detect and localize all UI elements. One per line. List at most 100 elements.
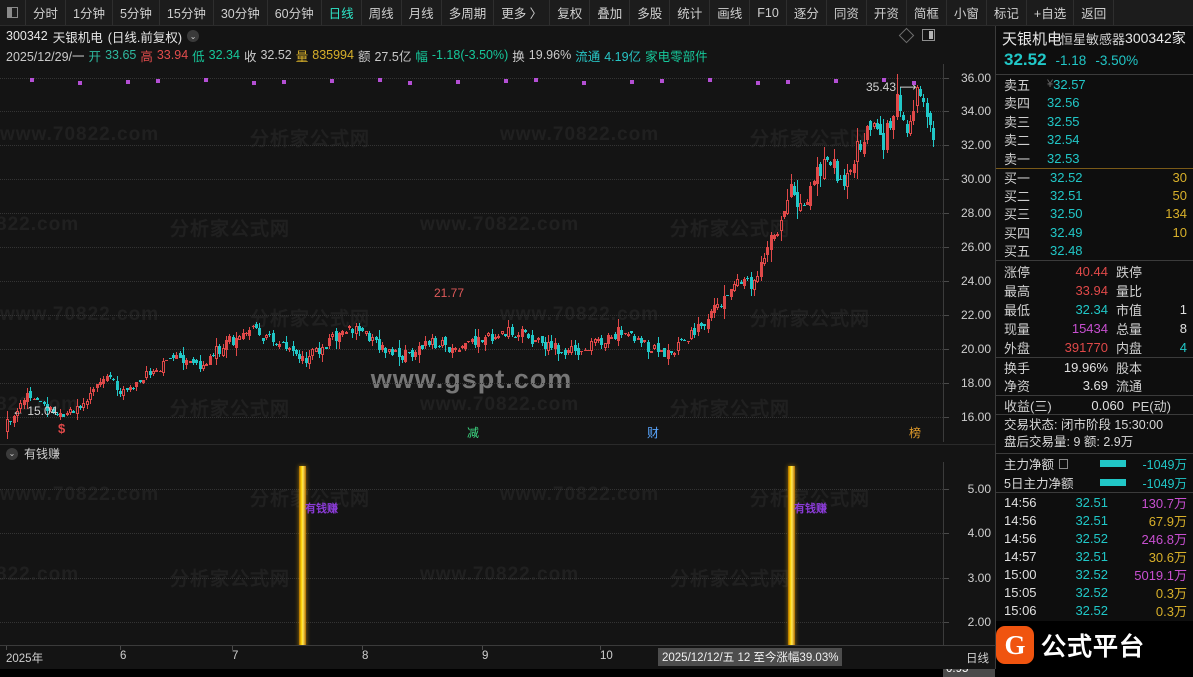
order-book-ask-row[interactable]: 卖二 32.54: [996, 131, 1193, 150]
period-tab-7[interactable]: 周线: [362, 0, 402, 25]
order-book-ask-row[interactable]: 卖三 32.55: [996, 112, 1193, 131]
order-book-ask-row[interactable]: 卖一 32.53: [996, 149, 1193, 168]
period-tab-10[interactable]: 更多 〉: [494, 0, 551, 25]
tool-button-9[interactable]: 简框: [907, 0, 947, 25]
tick-row[interactable]: 15:00 32.52 5019.1万: [996, 565, 1193, 583]
layout-toggle-icon[interactable]: [922, 29, 935, 41]
candle-body: [258, 328, 262, 336]
tool-button-8[interactable]: 开资: [867, 0, 907, 25]
price-plot[interactable]: www.gspt.com 35.43 ⟶ 21.77 ← 15.04 $ 减 财 榜: [0, 64, 943, 442]
price-gridline: [0, 348, 943, 350]
period-tab-1[interactable]: 1分钟: [66, 0, 113, 25]
chart-canvas[interactable]: www.70822.com分析家公式网www.70822.com分析家公式网ww…: [0, 64, 995, 677]
order-book-ask-row[interactable]: 卖四 32.56: [996, 94, 1193, 113]
chart-marker-blue[interactable]: 财: [647, 426, 660, 440]
tool-button-2[interactable]: 多股: [630, 0, 671, 25]
period-tab-4[interactable]: 30分钟: [214, 0, 268, 25]
tick-row[interactable]: 14:56 32.51 130.7万: [996, 493, 1193, 511]
candlestick: [208, 353, 212, 366]
stat-key-left: 现量: [1004, 322, 1031, 337]
tool-button-13[interactable]: 返回: [1074, 0, 1115, 25]
candlestick: [284, 336, 288, 351]
indicator-plot[interactable]: 有钱赚 有钱赚: [0, 462, 943, 645]
candlestick: [806, 199, 810, 206]
candle-body: [470, 338, 474, 342]
tool-button-3[interactable]: 统计: [670, 0, 711, 25]
indicator-name: 有钱赚: [24, 447, 61, 461]
float-value: 4.19亿: [604, 49, 642, 64]
period-tab-6[interactable]: 日线: [322, 0, 362, 25]
order-book-bid-row[interactable]: 买三 32.50 134: [996, 205, 1193, 224]
candle-body: [829, 162, 833, 166]
period-tab-8[interactable]: 月线: [402, 0, 442, 25]
period-tab-3[interactable]: 15分钟: [160, 0, 214, 25]
candle-body: [181, 355, 185, 363]
tick-row[interactable]: 14:57 32.51 30.6万: [996, 547, 1193, 565]
tool-button-7[interactable]: 同资: [827, 0, 867, 25]
candle-body: [895, 93, 899, 118]
order-book[interactable]: 卖五 ¥32.57 卖四 32.56 卖三 32.55 卖二 32.54 卖一 32.53 买一 32…: [996, 74, 1193, 260]
tool-button-0[interactable]: 复权: [550, 0, 591, 25]
candlestick: [557, 342, 561, 362]
order-book-ask-row[interactable]: 卖五 ¥32.57: [996, 75, 1193, 94]
tool-button-11[interactable]: 标记: [987, 0, 1027, 25]
tool-button-4[interactable]: 画线: [710, 0, 751, 25]
indicator-pane[interactable]: 有钱赚 有钱赚 5.00 4.00 3.00 2.00 0.95: [0, 462, 995, 677]
list-icon[interactable]: [1059, 458, 1069, 469]
candle-body: [152, 371, 156, 374]
candle-body: [407, 351, 411, 353]
candlestick: [440, 337, 444, 349]
stat-value-left: 3.69: [1082, 378, 1108, 393]
tool-button-12[interactable]: +自选: [1027, 0, 1075, 25]
candlestick: [706, 314, 710, 334]
price-tick-label: 32.00: [960, 138, 991, 153]
chart-marker-orange[interactable]: 榜: [909, 426, 922, 440]
candlestick: [723, 284, 727, 319]
price-pane[interactable]: www.gspt.com 35.43 ⟶ 21.77 ← 15.04 $ 减 财 榜 36.…: [0, 64, 995, 442]
change-label: 幅: [415, 49, 428, 64]
candle-body: [65, 412, 69, 415]
chevron-down-icon[interactable]: ⌄: [187, 30, 200, 42]
tool-button-6[interactable]: 逐分: [787, 0, 827, 25]
candle-body: [513, 336, 517, 338]
panel-toggle-icon[interactable]: [0, 0, 26, 25]
candle-wick: [538, 337, 540, 343]
candle-body: [683, 339, 687, 341]
tool-button-1[interactable]: 叠加: [590, 0, 631, 25]
indicator-axis: 5.00 4.00 3.00 2.00 0.95: [943, 462, 995, 677]
candle-body: [434, 338, 438, 348]
period-tab-0[interactable]: 分时: [26, 0, 67, 25]
chart-marker-green[interactable]: 减: [467, 426, 480, 440]
candle-body: [228, 335, 232, 343]
tick-row[interactable]: 15:06 32.52 0.3万: [996, 601, 1193, 619]
industry-tag: 家电零部件: [645, 49, 708, 64]
candle-body: [905, 124, 909, 134]
candle-body: [802, 204, 806, 206]
candlestick: [238, 334, 242, 341]
tick-row[interactable]: 14:56 32.51 67.9万: [996, 511, 1193, 529]
candlestick: [852, 159, 856, 179]
tick-row[interactable]: 14:56 32.52 246.8万: [996, 529, 1193, 547]
diamond-icon[interactable]: [898, 27, 915, 43]
tick-time: 14:56: [1004, 512, 1037, 528]
candle-body: [9, 421, 13, 423]
period-tab-9[interactable]: 多周期: [442, 0, 495, 25]
candlestick: [165, 360, 169, 362]
candlestick: [132, 387, 136, 390]
indicator-tick-label: 3.00: [967, 570, 991, 585]
period-tab-2[interactable]: 5分钟: [113, 0, 160, 25]
price-tickmark: [944, 77, 949, 79]
order-book-bid-row[interactable]: 买一 32.52 30: [996, 167, 1193, 187]
tick-row[interactable]: 15:05 32.52 0.3万: [996, 583, 1193, 601]
stat-key-right: PE(动): [1131, 398, 1171, 414]
candlestick: [450, 343, 454, 359]
order-book-bid-row[interactable]: 买二 32.51 50: [996, 186, 1193, 205]
panel-title: 天银机电 恒星敏感器 300342 家: [996, 26, 1193, 50]
signal-dot: [204, 78, 208, 82]
tool-button-5[interactable]: F10: [750, 0, 787, 25]
order-book-bid-row[interactable]: 买五 32.48: [996, 242, 1193, 261]
order-book-bid-row[interactable]: 买四 32.49 10: [996, 223, 1193, 242]
period-tab-5[interactable]: 60分钟: [268, 0, 322, 25]
tool-button-10[interactable]: 小窗: [947, 0, 987, 25]
indicator-chevron-icon[interactable]: ⌄: [6, 447, 18, 460]
